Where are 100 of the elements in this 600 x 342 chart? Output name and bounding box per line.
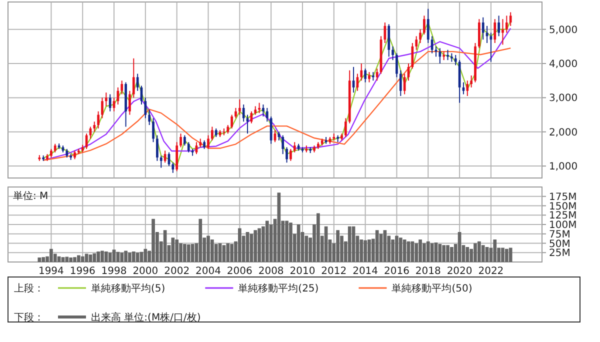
candlestick [238, 98, 241, 116]
bar [250, 234, 254, 262]
candlestick [415, 36, 418, 50]
candlestick [242, 104, 245, 122]
candlestick [132, 58, 135, 98]
x-tick-label: 2010 [290, 266, 316, 277]
bar [478, 241, 481, 262]
bar [258, 228, 261, 262]
candlestick [97, 110, 100, 129]
bar [368, 240, 371, 262]
bar [210, 240, 214, 262]
y-tick-label: 125M [549, 210, 577, 222]
candlestick [344, 118, 347, 138]
bar [391, 240, 394, 262]
candlestick [144, 97, 147, 119]
bar [438, 244, 442, 262]
bar [442, 245, 446, 262]
candlestick [494, 18, 496, 44]
bar [183, 244, 186, 262]
bar [112, 250, 116, 262]
y-tick-label: 5,000 [549, 24, 578, 36]
bar [175, 240, 179, 262]
bar [73, 257, 76, 262]
bar [450, 247, 454, 262]
bar [190, 244, 194, 262]
candlestick [411, 42, 414, 70]
annotation: 単位: M [13, 190, 48, 202]
bar [501, 248, 504, 262]
y-tick-label: 100M [549, 220, 577, 231]
legend-label: 出来高 単位:(M株/口/枚) [91, 312, 201, 324]
bar [230, 244, 234, 262]
y-tick-label: 3,000 [549, 93, 578, 104]
x-tick-label: 1996 [70, 266, 96, 277]
bar [120, 252, 124, 262]
bar [163, 230, 167, 262]
legend-title: 上段： [14, 282, 44, 294]
x-tick-label: 2014 [352, 266, 378, 277]
bar [104, 252, 108, 262]
candlestick [498, 15, 500, 37]
bar [179, 243, 182, 262]
candlestick [438, 48, 442, 64]
y-tick-label: 25M [549, 248, 570, 260]
bar [398, 238, 402, 262]
candlestick [446, 49, 449, 61]
x-tick-label: 2006 [226, 266, 252, 277]
bar [222, 245, 226, 262]
bar [254, 230, 258, 262]
candlestick [262, 104, 264, 117]
bar [61, 257, 65, 262]
bar [152, 218, 155, 262]
candlestick [470, 74, 472, 88]
legend-label: 単純移動平均(50) [392, 282, 472, 294]
bar [50, 248, 53, 262]
candlestick [160, 155, 162, 168]
bar [481, 245, 485, 262]
bar [92, 253, 96, 262]
bar [418, 240, 422, 262]
bar [383, 230, 387, 262]
x-tick-label: 2016 [384, 266, 410, 277]
y-tick-label: 75M [549, 229, 570, 240]
bar [80, 256, 84, 262]
candlestick [419, 28, 422, 44]
bar [379, 234, 383, 262]
bar [375, 230, 379, 262]
bar [336, 230, 340, 262]
y-tick-label: 4,000 [549, 59, 578, 70]
legend-label: 単純移動平均(5) [91, 282, 166, 294]
bar [508, 248, 512, 262]
bar [100, 250, 104, 262]
x-tick-label: 2000 [132, 266, 158, 277]
bar [504, 248, 508, 262]
candlestick [108, 94, 112, 112]
bar [238, 228, 242, 262]
candlestick [293, 142, 296, 153]
candlestick [478, 18, 480, 49]
x-tick-label: 2018 [415, 266, 441, 277]
candlestick [180, 133, 182, 148]
candlestick [156, 134, 158, 162]
bar [128, 252, 132, 262]
bar [96, 252, 100, 262]
legend-label: 単純移動平均(25) [238, 282, 319, 294]
candlestick [120, 80, 124, 95]
candlestick [454, 54, 457, 66]
bar [206, 236, 210, 262]
candlestick [392, 46, 394, 61]
candlestick [368, 72, 370, 83]
candlestick [172, 162, 174, 174]
candlestick [152, 118, 154, 143]
y-tick-label: 1,000 [549, 162, 578, 173]
bar [42, 257, 46, 262]
candlestick [258, 102, 260, 114]
candlestick [101, 97, 104, 119]
bar [402, 240, 406, 262]
bar [364, 240, 367, 262]
bar [426, 241, 430, 262]
x-tick-label: 1994 [38, 266, 64, 277]
bar [493, 240, 497, 262]
bar [108, 252, 112, 262]
candlestick [211, 126, 214, 141]
candlestick [505, 15, 508, 34]
